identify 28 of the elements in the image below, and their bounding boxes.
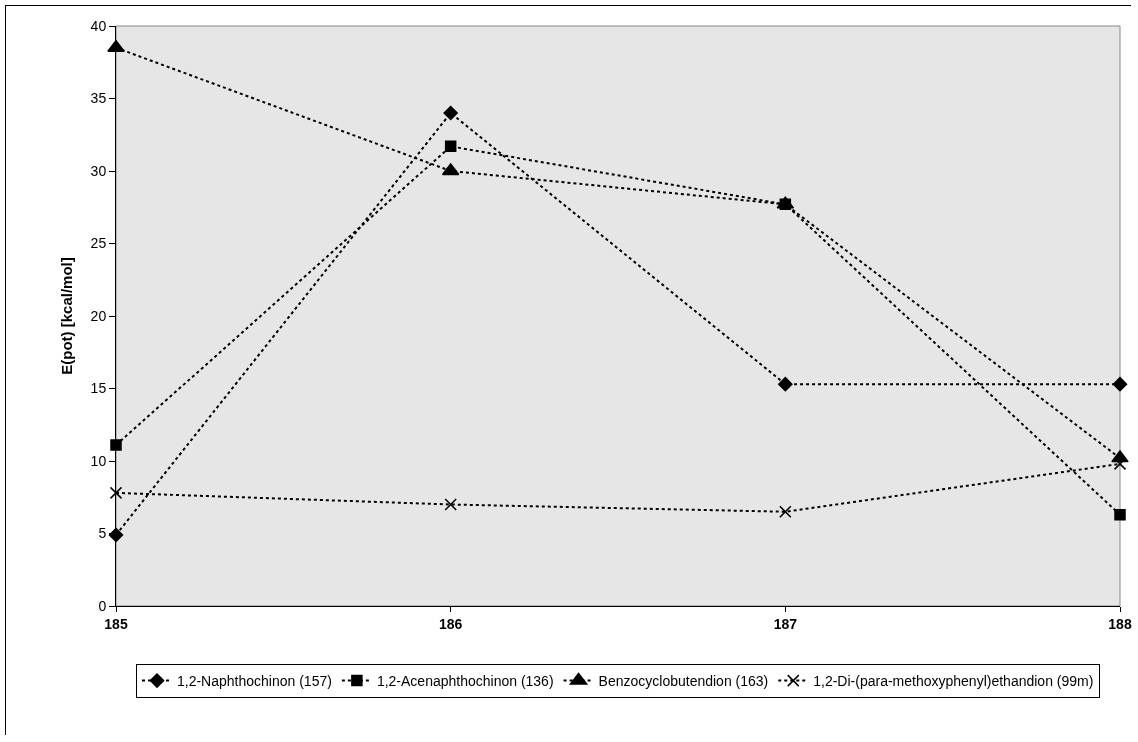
y-tick-label: 35	[90, 90, 107, 107]
point	[443, 105, 458, 121]
y-tick-label: 30	[90, 162, 107, 179]
y-tick-label: 5	[98, 525, 107, 542]
point	[1111, 450, 1129, 463]
y-axis-title: E(pot) [kcal/mol]	[57, 257, 75, 375]
point	[778, 376, 793, 392]
legend-label: 1,2-Di-(para-methoxyphenyl)ethandion (99m)	[813, 673, 1094, 690]
x-tick-label: 185	[104, 615, 128, 632]
y-tick-label: 20	[90, 307, 107, 324]
point	[444, 140, 457, 153]
y-tick-label: 40	[90, 17, 107, 34]
point	[1114, 508, 1126, 521]
y-tick-label: 25	[90, 235, 107, 252]
x-tick-label: 188	[1108, 615, 1132, 632]
point	[779, 505, 792, 518]
point	[444, 498, 457, 511]
point	[109, 486, 123, 500]
y-tick-label: 0	[98, 597, 107, 614]
y-tick-label: 10	[90, 452, 107, 469]
point	[110, 439, 122, 451]
x-tick-label: 187	[773, 615, 798, 632]
x-tick-label: 186	[438, 615, 463, 632]
y-tick-label: 15	[90, 380, 107, 397]
legend-label: 1,2-Acenaphthochinon (136)	[376, 673, 554, 690]
legend-label: Benzocyclobutendion (163)	[598, 673, 769, 690]
point	[1112, 376, 1128, 392]
legend-label: 1,2-Naphthochinon (157)	[177, 673, 332, 690]
